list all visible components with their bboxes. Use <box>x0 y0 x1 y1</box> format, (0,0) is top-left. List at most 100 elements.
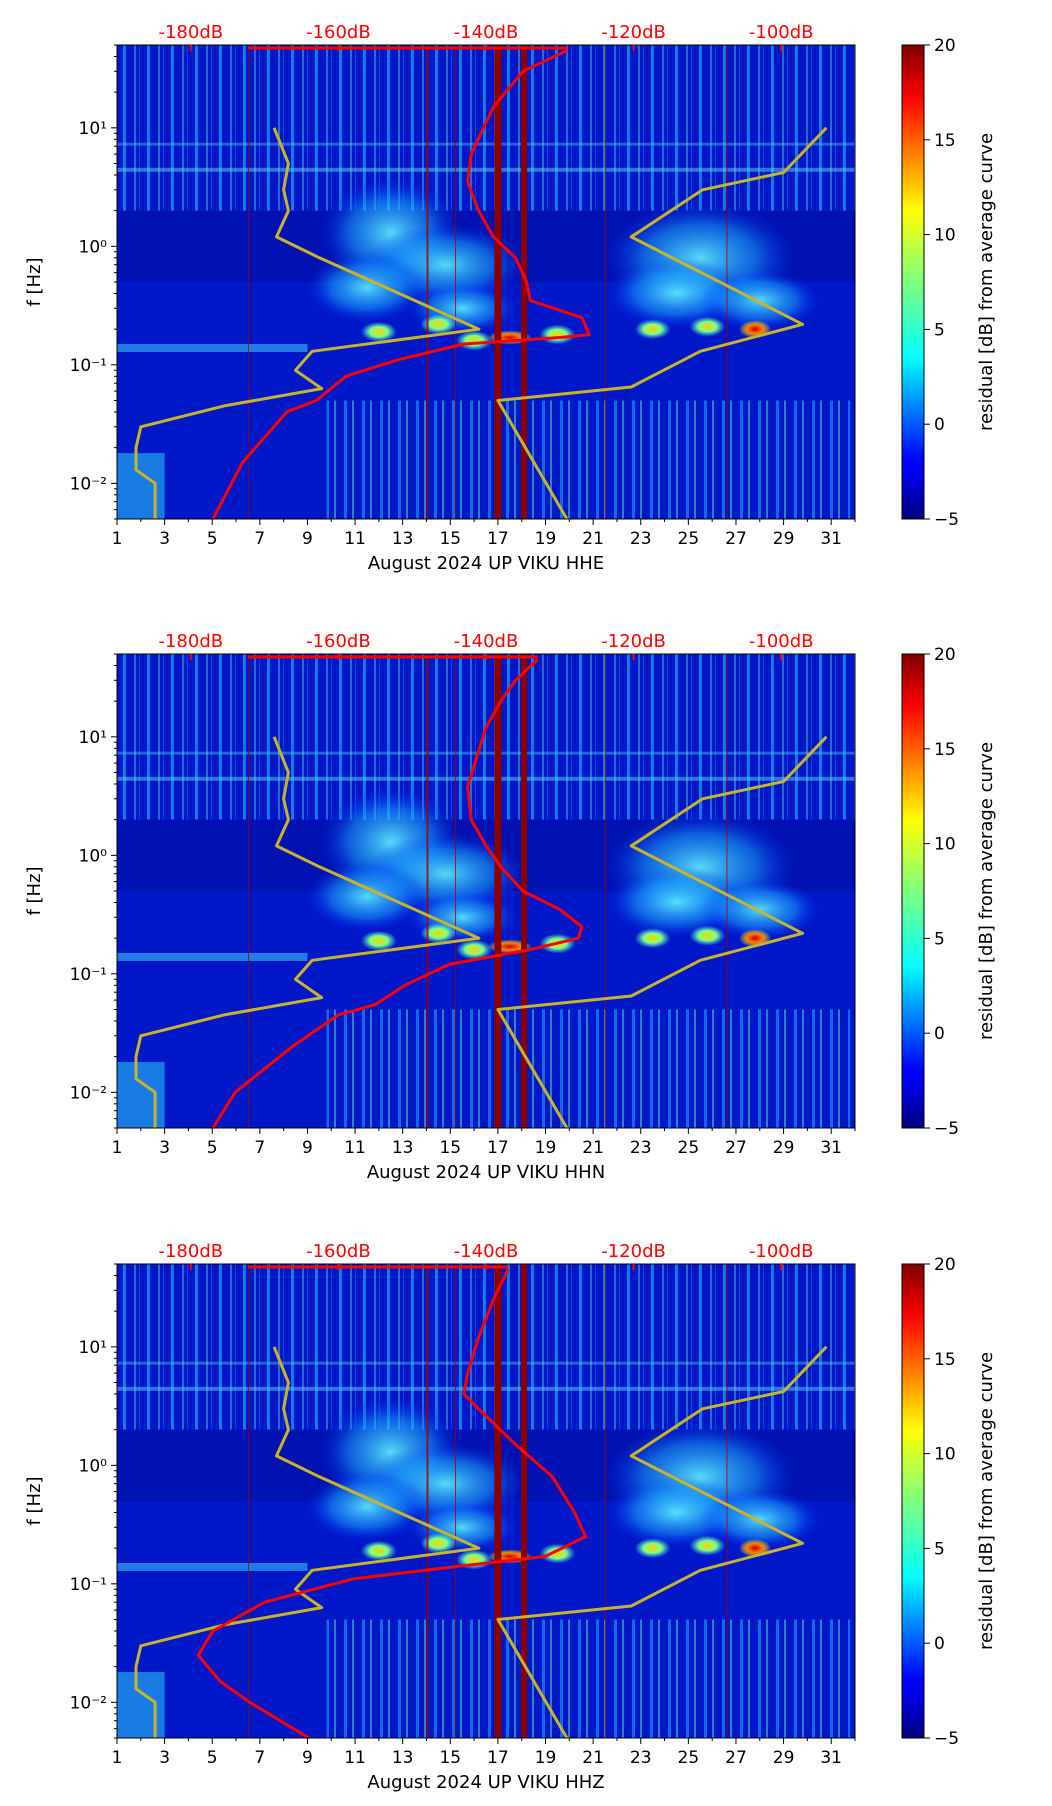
colorbar: −5 0 5 10 15 20 residual [dB] from average cur… <box>901 645 997 1139</box>
x-tick-label: 3 <box>159 529 170 549</box>
colorbar-tick-label: 15 <box>934 1350 956 1370</box>
x-tick-label: 19 <box>535 1748 557 1768</box>
secondary-band <box>117 952 308 961</box>
data-gap-line <box>426 45 429 519</box>
colorbar-tick-label: 20 <box>934 1255 956 1275</box>
x-axis-label: August 2024 UP VIKU HHE <box>368 553 604 574</box>
data-gap-line <box>247 45 249 519</box>
microseism-cloud <box>699 270 820 331</box>
average-psd-curve <box>211 49 591 520</box>
x-tick-label: 1 <box>112 1748 123 1768</box>
data-gap-band <box>521 45 528 519</box>
warm-spot <box>689 1535 726 1556</box>
average-psd-curve <box>196 1268 588 1740</box>
colorbar-tick-label: 20 <box>934 36 956 56</box>
data-gap-band <box>494 45 502 519</box>
colorbar-tick-label: 10 <box>934 1445 956 1465</box>
db-tick-label: -160dB <box>306 1241 371 1262</box>
lf-streaks-left <box>117 1672 165 1738</box>
colorbar-gradient <box>901 44 925 520</box>
warm-spot <box>456 939 493 960</box>
y-tick-label: 10⁻² <box>70 1083 107 1103</box>
db-tick-label: -160dB <box>306 22 371 43</box>
x-tick-label: 17 <box>487 529 509 549</box>
hf-band-line <box>117 1361 855 1365</box>
y-tick-label: 10⁻¹ <box>70 356 107 376</box>
x-tick-label: 31 <box>820 529 842 549</box>
data-gap-line <box>726 654 728 1128</box>
average-psd-curve <box>211 658 584 1129</box>
spectrogram-heatmap <box>117 45 855 519</box>
db-tick-label: -140dB <box>454 631 519 652</box>
x-axis-label: August 2024 UP VIKU HHN <box>367 1162 605 1183</box>
data-gap-band <box>494 654 502 1128</box>
x-tick-label: 15 <box>439 1748 461 1768</box>
x-tick-label: 1 <box>112 1138 123 1158</box>
db-tick-label: -180dB <box>158 22 223 43</box>
x-tick-label: 13 <box>392 529 414 549</box>
x-tick-label: 15 <box>439 1138 461 1158</box>
y-tick-label: 10⁻² <box>70 1693 107 1713</box>
x-tick-label: 25 <box>678 1748 700 1768</box>
warm-spot <box>360 930 397 951</box>
db-tick-label: -160dB <box>306 631 371 652</box>
hf-striations <box>117 654 855 820</box>
microseism-cloud <box>699 1489 820 1550</box>
panel-hhz: 1 3 5 7 9 11 13 15 17 19 21 23 25 27 29 3110⁻²10⁻¹10⁰10… <box>24 1241 997 1793</box>
x-tick-label: 9 <box>302 529 313 549</box>
x-tick-label: 11 <box>344 529 366 549</box>
data-gap-band <box>521 1264 528 1738</box>
data-gap-line <box>455 45 457 519</box>
x-axis-label: August 2024 UP VIKU HHZ <box>367 1772 604 1793</box>
x-tick-label: 1 <box>112 529 123 549</box>
data-gap-band <box>494 1264 502 1738</box>
microseism-cloud <box>306 1471 427 1542</box>
x-tick-label: 27 <box>725 1138 747 1158</box>
colorbar-tick-label: 5 <box>934 320 945 340</box>
db-tick-label: -180dB <box>158 1241 223 1262</box>
colorbar-label: residual [dB] from average curve <box>976 1352 997 1650</box>
x-tick-label: 25 <box>678 529 700 549</box>
x-tick-label: 31 <box>820 1748 842 1768</box>
noise-model-curve <box>134 735 828 1129</box>
x-tick-label: 23 <box>630 1748 652 1768</box>
x-tick-label: 23 <box>630 529 652 549</box>
data-gap-line <box>605 1264 607 1738</box>
microseism-cloud <box>306 861 427 932</box>
x-tick-label: 5 <box>207 1138 218 1158</box>
x-tick-label: 3 <box>159 1748 170 1768</box>
y-axis-label: f [Hz] <box>24 257 45 306</box>
db-tick-label: -100dB <box>749 631 814 652</box>
x-tick-label: 29 <box>773 1138 795 1158</box>
y-axis-label: f [Hz] <box>24 1476 45 1525</box>
colorbar: −5 0 5 10 15 20 residual [dB] from average cur… <box>901 36 997 530</box>
warm-spot <box>360 1540 397 1561</box>
x-tick-label: 15 <box>439 529 461 549</box>
x-tick-label: 13 <box>392 1138 414 1158</box>
lf-streaks-left <box>117 453 165 519</box>
colorbar: −5 0 5 10 15 20 residual [dB] from average cur… <box>901 1255 997 1749</box>
lf-streaks <box>326 1009 851 1128</box>
x-tick-label: 11 <box>344 1748 366 1768</box>
x-tick-label: 31 <box>820 1138 842 1158</box>
x-tick-label: 17 <box>487 1138 509 1158</box>
db-tick-label: -120dB <box>601 1241 666 1262</box>
y-tick-label: 10¹ <box>79 1338 107 1358</box>
colorbar-tick-label: 5 <box>934 1539 945 1559</box>
secondary-band <box>117 343 308 352</box>
hf-band-line <box>117 1386 855 1391</box>
colorbar-tick-label: 0 <box>934 1634 945 1654</box>
x-tick-label: 25 <box>678 1138 700 1158</box>
colorbar-tick-label: 5 <box>934 929 945 949</box>
hf-striations <box>117 1264 855 1430</box>
x-tick-label: 13 <box>392 1748 414 1768</box>
x-tick-label: 29 <box>773 529 795 549</box>
noise-model-curve <box>134 1345 828 1739</box>
panel-hhe: 1 3 5 7 9 11 13 15 17 19 21 23 25 27 29 3110⁻²10⁻¹10⁰10… <box>24 22 997 574</box>
db-tick-label: -140dB <box>454 22 519 43</box>
spectrogram-heatmap <box>117 1264 855 1738</box>
colorbar-tick-label: 0 <box>934 415 945 435</box>
data-gap-line <box>605 654 607 1128</box>
db-tick-label: -180dB <box>158 631 223 652</box>
